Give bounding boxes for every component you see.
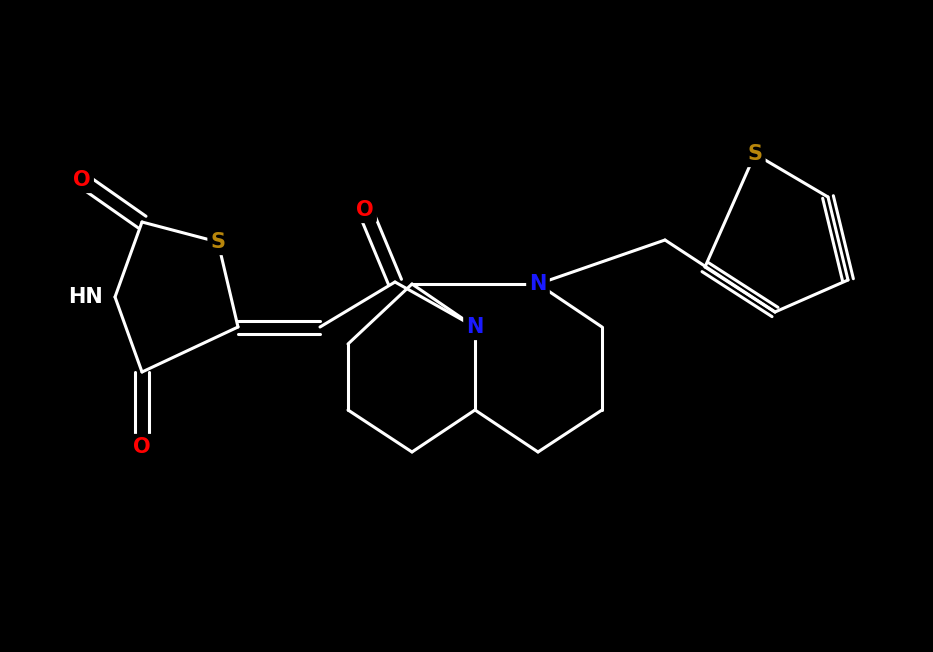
Text: N: N (529, 274, 547, 294)
Text: N: N (466, 317, 483, 337)
Text: O: O (356, 200, 374, 220)
Text: O: O (73, 170, 91, 190)
Text: HN: HN (68, 287, 103, 307)
Text: O: O (133, 437, 151, 457)
Text: S: S (747, 144, 762, 164)
Text: S: S (211, 232, 226, 252)
